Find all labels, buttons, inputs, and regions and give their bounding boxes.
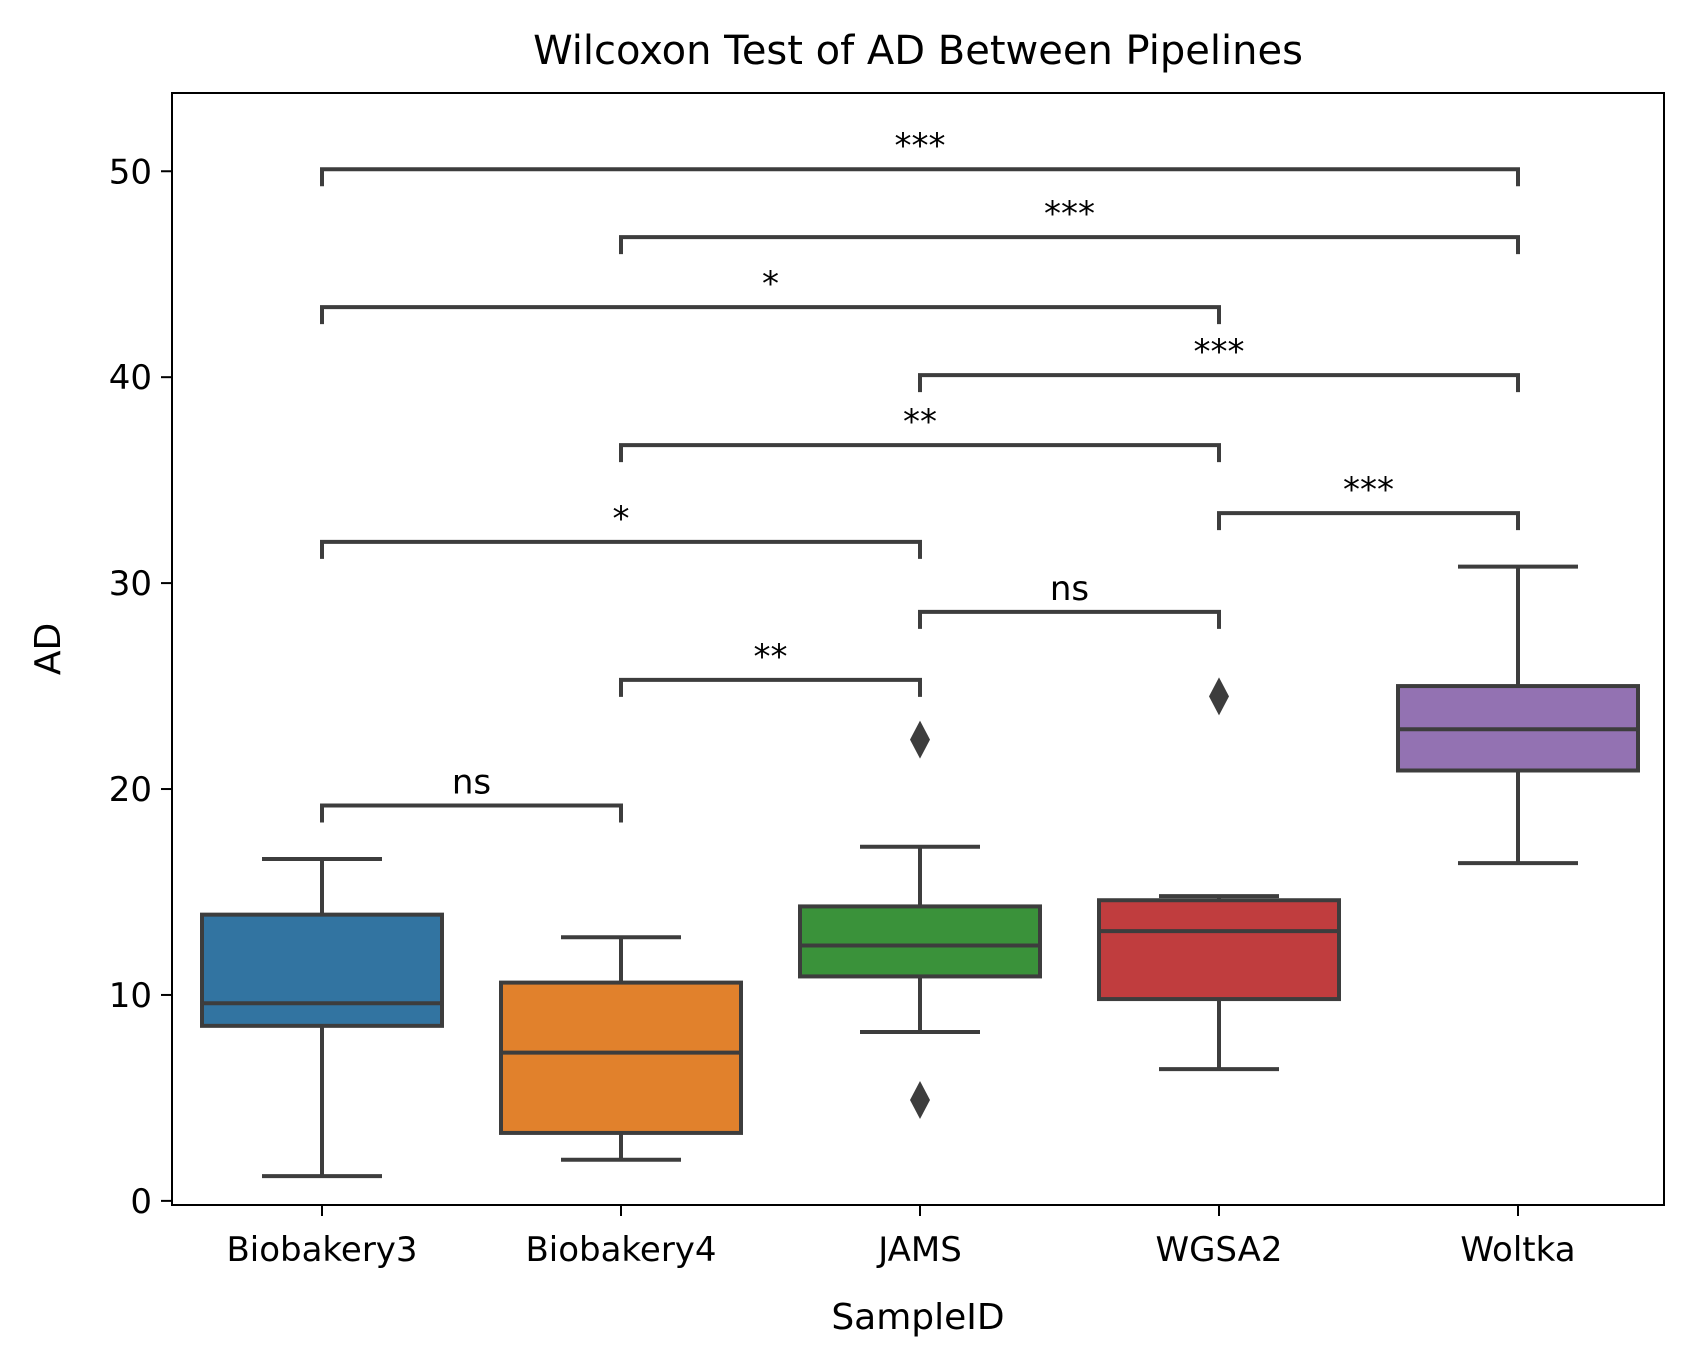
- significance-label: ***: [1194, 332, 1245, 372]
- bracket-line: [918, 609, 1221, 629]
- y-tick-label: 30: [109, 564, 152, 604]
- x-tick-label: Biobakery3: [226, 1230, 417, 1270]
- box-iqr: [798, 904, 1042, 979]
- bracket-line: [1217, 511, 1520, 531]
- box-group: [798, 720, 1042, 1119]
- significance-label: ***: [895, 126, 946, 166]
- outlier-point: [910, 720, 930, 759]
- x-tick-label: Woltka: [1460, 1230, 1575, 1270]
- box-group: [1396, 564, 1640, 866]
- box-group: [499, 935, 743, 1162]
- significance-bracket: ns: [320, 763, 623, 823]
- bracket-line: [918, 373, 1520, 393]
- significance-label: ***: [1343, 470, 1394, 510]
- y-tick-label: 40: [109, 358, 152, 398]
- y-tick-label: 10: [109, 976, 152, 1016]
- significance-label: ns: [1050, 569, 1089, 609]
- significance-bracket: *: [320, 264, 1221, 325]
- box-group: [200, 857, 444, 1179]
- significance-bracket: ***: [320, 126, 1520, 187]
- x-tick-label: JAMS: [876, 1230, 962, 1270]
- significance-label: **: [754, 637, 788, 677]
- x-axis-title: SampleID: [831, 1297, 1004, 1338]
- significance-bracket: **: [619, 402, 1221, 463]
- y-tick-label: 20: [109, 770, 152, 810]
- outlier-point: [1209, 677, 1229, 716]
- box-iqr: [499, 980, 743, 1135]
- significance-label: ***: [1044, 194, 1095, 234]
- x-tick-label: WGSA2: [1155, 1230, 1282, 1270]
- box-iqr: [200, 912, 444, 1028]
- significance-label: *: [613, 499, 630, 539]
- box-group: [1097, 677, 1341, 1072]
- boxes: [200, 564, 1640, 1179]
- bracket-line: [619, 677, 922, 697]
- chart-title: Wilcoxon Test of AD Between Pipelines: [533, 28, 1303, 74]
- significance-bracket: ***: [619, 194, 1520, 255]
- y-axis-title: AD: [28, 623, 69, 675]
- box-iqr: [1097, 898, 1341, 1002]
- y-tick-label: 50: [109, 152, 152, 192]
- significance-label: *: [762, 264, 779, 304]
- bracket-line: [320, 539, 922, 559]
- significance-bracket: ***: [1217, 470, 1520, 531]
- significance-label: ns: [452, 763, 491, 803]
- significance-brackets: ns**ns****************: [320, 126, 1520, 823]
- plot-frame: [171, 92, 1665, 1206]
- bracket-line: [320, 305, 1221, 325]
- significance-bracket: **: [619, 637, 922, 697]
- bracket-line: [619, 443, 1221, 463]
- significance-label: **: [903, 402, 937, 442]
- significance-bracket: *: [320, 499, 922, 559]
- axes: 0 10 20 30 40 50 Biobakery3 Biobakery4 JAMS WGSA2…: [109, 92, 1665, 1270]
- significance-bracket: ***: [918, 332, 1520, 393]
- y-tick-label: 0: [130, 1182, 152, 1222]
- bracket-line: [320, 167, 1520, 187]
- bracket-line: [619, 235, 1520, 255]
- x-tick-label: Biobakery4: [525, 1230, 716, 1270]
- significance-bracket: ns: [918, 569, 1221, 629]
- bracket-line: [320, 803, 623, 823]
- outlier-point: [910, 1080, 930, 1119]
